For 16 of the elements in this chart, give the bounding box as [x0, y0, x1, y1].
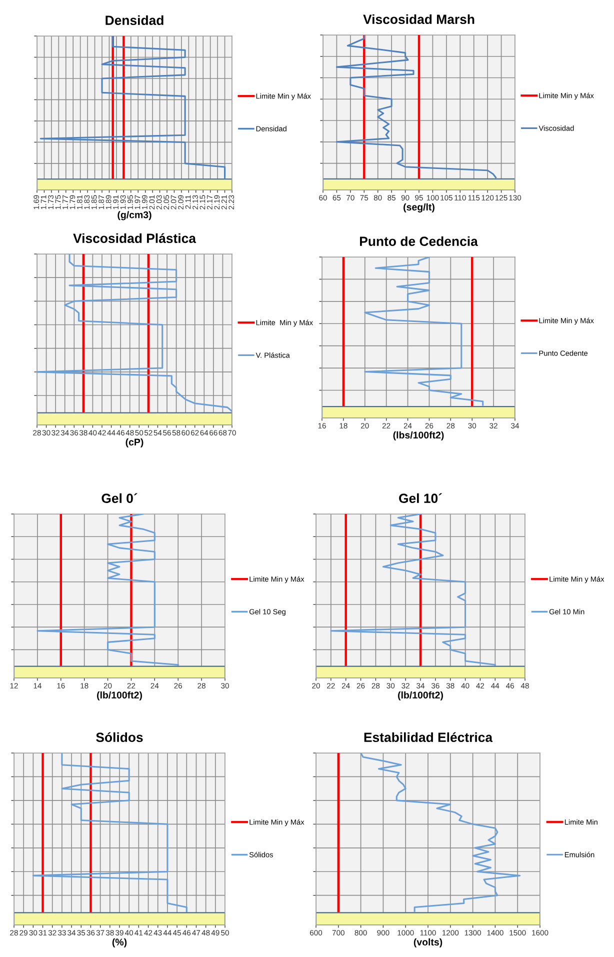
chart-title: Viscosidad Marsh	[363, 14, 474, 24]
x-axis-title: (%)	[112, 938, 127, 948]
x-axis-title: (lbs/100ft2)	[393, 431, 444, 440]
chart-title: Viscosidad Plástica	[73, 233, 196, 244]
chart-title: Estabilidad Eléctrica	[364, 732, 493, 742]
chart-title: Densidad	[106, 15, 164, 26]
chart-title: Gel 0´	[102, 493, 138, 504]
x-axis-title: (cP)	[126, 438, 144, 448]
x-axis-title: (volts)	[414, 938, 442, 948]
chart-title: Punto de Cedencia	[360, 236, 478, 246]
chart-title: Gel 10´	[399, 493, 442, 504]
x-axis-title: (lb/100ft2)	[97, 691, 142, 700]
x-axis-title: (seg/lt)	[404, 203, 434, 212]
x-axis-title: (g/cm3)	[118, 211, 152, 220]
x-axis-title: (lb/100ft2)	[398, 691, 443, 700]
chart-title: Sólidos	[96, 732, 143, 742]
